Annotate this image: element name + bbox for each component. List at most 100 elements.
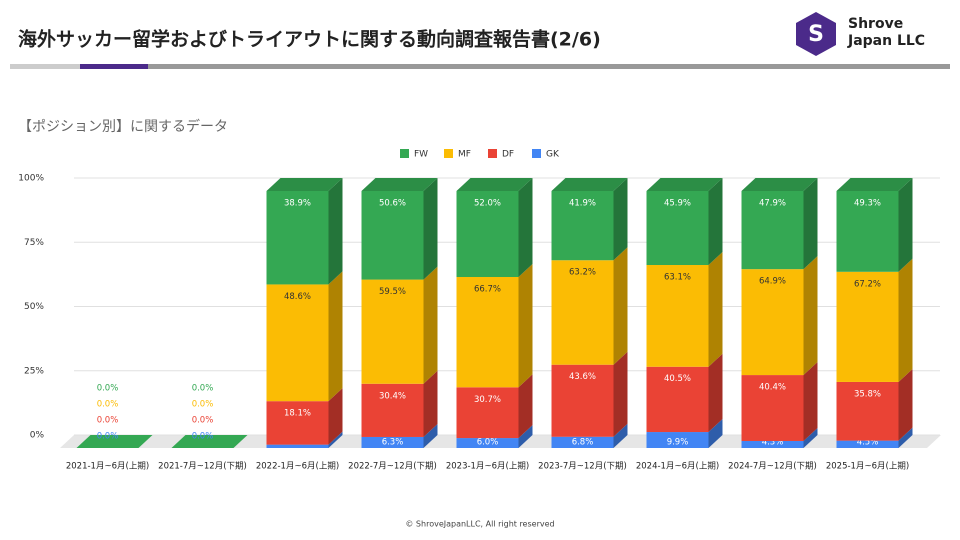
bar-side [518, 425, 533, 448]
value-label: 4.5% [857, 438, 879, 448]
bar [551, 191, 614, 261]
bar [551, 436, 614, 448]
header-rule [10, 64, 950, 69]
bar-side [898, 368, 913, 441]
bar-top [266, 178, 343, 191]
value-label: 49.3% [854, 199, 881, 209]
header-rule [80, 64, 148, 69]
y-tick-label: 25% [24, 366, 44, 376]
value-label: 59.5% [379, 287, 406, 297]
value-label: 40.4% [759, 383, 786, 393]
bar [646, 191, 709, 266]
legend-label: DF [502, 150, 514, 160]
bar [361, 383, 424, 437]
logo-text: Japan LLC [847, 33, 925, 49]
bar-side [423, 370, 438, 437]
bar [266, 284, 329, 402]
value-label: 47.9% [759, 199, 786, 209]
legend-label: FW [414, 150, 428, 160]
bar [456, 438, 519, 448]
bar [361, 279, 424, 384]
bar-side [803, 178, 818, 270]
x-tick-label: 2021-1月~6月(上期) [66, 462, 149, 472]
bar-side [898, 258, 913, 382]
bar-flat [76, 435, 153, 448]
legend-swatch [532, 149, 541, 158]
value-label: 63.1% [664, 273, 691, 283]
value-label: 30.4% [379, 391, 406, 401]
bar-top [741, 178, 818, 191]
value-label: 30.7% [474, 395, 501, 405]
value-label: 0.0% [97, 416, 119, 426]
bar-side [708, 419, 723, 448]
bar-side [613, 423, 628, 448]
bar [836, 381, 899, 441]
x-tick-label: 2023-1月~6月(上期) [446, 462, 529, 472]
bar [361, 436, 424, 448]
bar [741, 440, 804, 448]
value-label: 38.9% [284, 199, 311, 209]
value-label: 0.0% [192, 384, 214, 394]
bar-side [518, 374, 533, 439]
value-label: 63.2% [569, 268, 596, 278]
bar-side [423, 423, 438, 448]
bar-side [898, 427, 913, 448]
bar-side [518, 263, 533, 388]
x-tick-label: 2025-1月~6月(上期) [826, 462, 909, 472]
bar-side [328, 388, 343, 445]
logo-text: Shrove [848, 16, 903, 32]
logo-letter: S [808, 22, 824, 47]
logo-hex [796, 12, 836, 56]
value-label: 18.1% [284, 409, 311, 419]
bar-side [708, 178, 723, 266]
bar [836, 440, 899, 448]
bar-top [646, 178, 723, 191]
bar [266, 191, 329, 285]
bar-side [613, 351, 628, 437]
value-label: 4.3% [762, 438, 784, 448]
x-tick-label: 2022-1月~6月(上期) [256, 462, 339, 472]
bar-top [361, 178, 438, 191]
legend-label: GK [546, 150, 560, 160]
legend-swatch [444, 149, 453, 158]
bar-side [423, 178, 438, 280]
value-label: 0.0% [97, 432, 119, 442]
bar-side [328, 431, 343, 448]
value-label: 6.0% [477, 438, 499, 448]
bar-side [328, 271, 343, 402]
bar-top [836, 178, 913, 191]
value-label: 50.6% [379, 199, 406, 209]
bar-top [551, 178, 628, 191]
value-label: 64.9% [759, 277, 786, 287]
value-label: 0.0% [97, 384, 119, 394]
value-label: 9.9% [667, 438, 689, 448]
legend-swatch [400, 149, 409, 158]
value-label: 41.9% [569, 199, 596, 209]
value-label: 35.8% [854, 389, 881, 399]
x-tick-label: 2021-7月~12月(下期) [158, 462, 247, 472]
x-tick-label: 2024-7月~12月(下期) [728, 462, 817, 472]
y-tick-label: 75% [24, 238, 44, 248]
bar [646, 265, 709, 367]
value-label: 45.9% [664, 199, 691, 209]
bar [266, 444, 329, 448]
bar [551, 260, 614, 365]
value-label: 6.8% [572, 438, 594, 448]
bar-side [328, 178, 343, 285]
y-tick-label: 100% [18, 174, 44, 184]
bar-top [456, 178, 533, 191]
value-label: 0.0% [192, 416, 214, 426]
value-label: 0.0% [97, 400, 119, 410]
subtitle: 【ポジション別】に関するデータ [18, 118, 228, 135]
bar [456, 191, 519, 277]
bar [741, 191, 804, 270]
bar-side [708, 252, 723, 367]
y-tick-label: 0% [30, 431, 45, 441]
value-label: 48.6% [284, 292, 311, 302]
bar [741, 375, 804, 441]
bar [836, 191, 899, 272]
legend-label: MF [458, 150, 471, 160]
value-label: 52.0% [474, 199, 501, 209]
bar [361, 191, 424, 280]
bar-flat [171, 435, 248, 448]
